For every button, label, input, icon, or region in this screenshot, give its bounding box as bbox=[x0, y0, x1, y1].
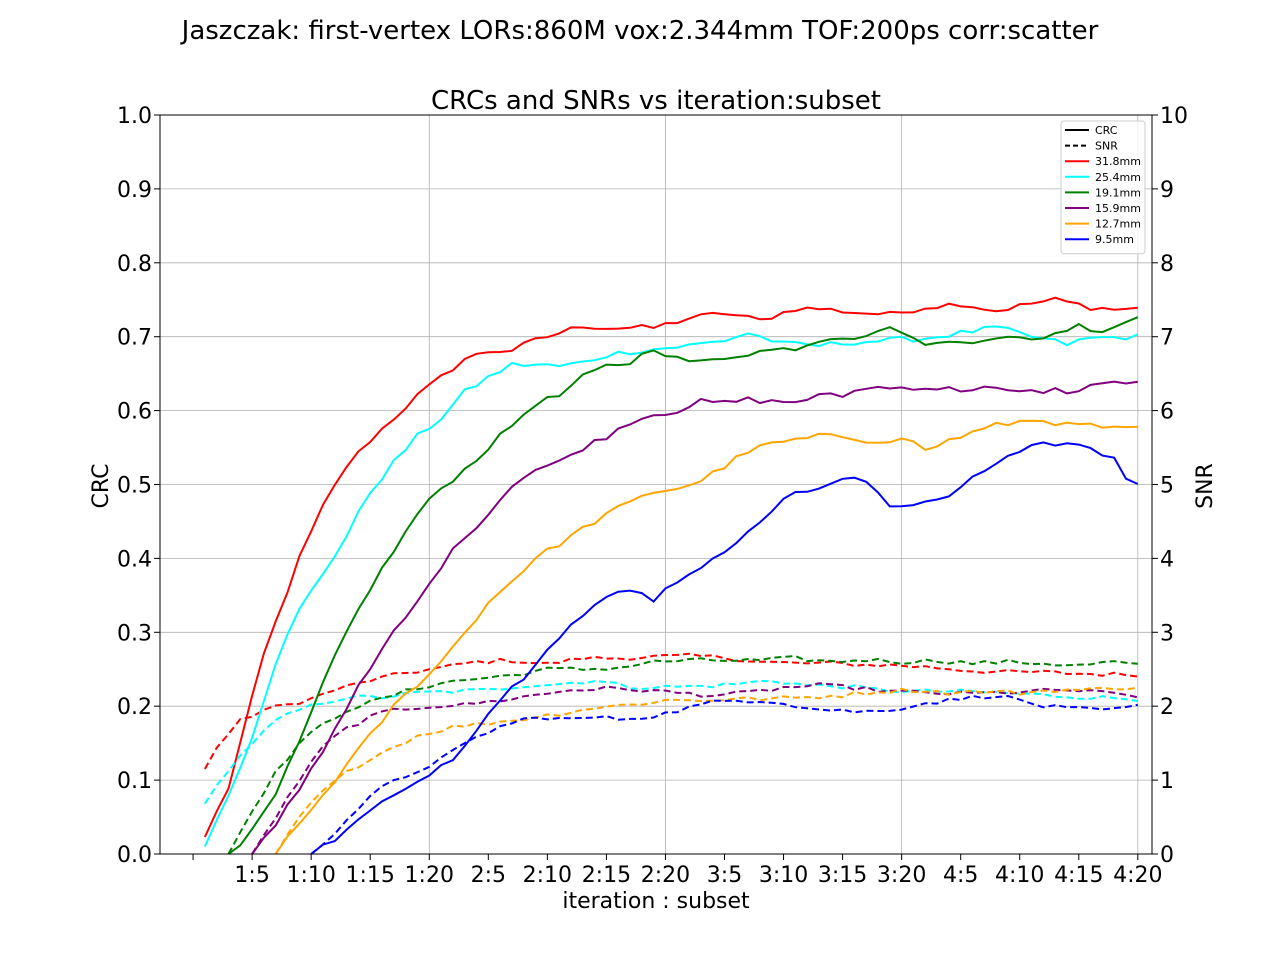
crc-line bbox=[203, 296, 1138, 838]
legend-label: 15.9mm bbox=[1095, 202, 1141, 215]
snr-line bbox=[310, 694, 1138, 855]
x-tick-label: 1:10 bbox=[286, 863, 335, 888]
snr-line bbox=[251, 682, 1139, 855]
legend-label: 31.8mm bbox=[1095, 155, 1141, 168]
snr-line bbox=[227, 655, 1138, 855]
x-tick-label: 3:15 bbox=[818, 863, 867, 888]
y-left-tick-label: 0.6 bbox=[117, 400, 152, 425]
crc-line bbox=[310, 441, 1139, 855]
x-tick-label: 2:10 bbox=[523, 863, 572, 888]
y-left-tick-label: 0.7 bbox=[117, 326, 152, 351]
x-tick-label: 4:10 bbox=[995, 863, 1044, 888]
x-tick-label: 4:20 bbox=[1113, 863, 1162, 888]
y-right-tick-label: 8 bbox=[1160, 252, 1174, 277]
y-left-tick-label: 0.2 bbox=[117, 695, 152, 720]
y-right-tick-label: 0 bbox=[1160, 843, 1174, 868]
x-tick-label: 4:15 bbox=[1054, 863, 1103, 888]
crc-line bbox=[203, 325, 1139, 848]
plot-area: 0.0 0.1 0.2 0.3 0.4 0.5 0.6 0.7 0.8 0.9 1.0 0 1 2 3 4 5 6… bbox=[117, 104, 1188, 888]
y-left-tick-label: 0.9 bbox=[117, 178, 152, 203]
y-axis-right-label: SNR bbox=[1193, 463, 1218, 509]
x-tick-label: 1:20 bbox=[405, 863, 454, 888]
crc-line bbox=[251, 380, 1138, 855]
legend-box bbox=[1060, 120, 1146, 255]
legend-label: 19.1mm bbox=[1095, 186, 1141, 199]
x-tick-label: 2:20 bbox=[641, 863, 690, 888]
y-left-tick-label: 0.3 bbox=[117, 621, 152, 646]
y-right-tick-label: 4 bbox=[1160, 547, 1174, 572]
y-right-tick-label: 10 bbox=[1160, 104, 1188, 129]
legend-label: 12.7mm bbox=[1095, 218, 1141, 231]
x-tick-label: 3:5 bbox=[707, 863, 742, 888]
y-right-tick-label: 1 bbox=[1160, 769, 1174, 794]
x-tick-label: 2:15 bbox=[582, 863, 631, 888]
x-tick-label: 1:15 bbox=[346, 863, 395, 888]
chart-title: CRCs and SNRs vs iteration:subset bbox=[431, 86, 881, 116]
x-tick-label: 4:5 bbox=[943, 863, 978, 888]
x-tick-label: 1:5 bbox=[234, 863, 269, 888]
y-right-tick-label: 5 bbox=[1160, 474, 1174, 499]
y-left-tick-label: 0.4 bbox=[117, 547, 152, 572]
x-axis-label: iteration : subset bbox=[562, 889, 750, 914]
legend-label: CRC bbox=[1095, 124, 1118, 137]
y-left-tick-label: 1.0 bbox=[117, 104, 152, 129]
crc-line bbox=[227, 316, 1139, 855]
crc-line bbox=[274, 419, 1138, 855]
snr-line bbox=[204, 679, 1138, 805]
snr-line bbox=[274, 686, 1138, 855]
chart-suptitle: Jaszczak: first-vertex LORs:860M vox:2.3… bbox=[180, 16, 1099, 46]
y-left-tick-label: 0.8 bbox=[117, 252, 152, 277]
x-tick-label: 3:10 bbox=[759, 863, 808, 888]
y-right-tick-label: 3 bbox=[1160, 621, 1174, 646]
legend-label: SNR bbox=[1095, 140, 1118, 153]
y-right-tick-label: 7 bbox=[1160, 326, 1174, 351]
y-left-tick-label: 0.1 bbox=[117, 769, 152, 794]
legend-label: 9.5mm bbox=[1095, 233, 1134, 246]
y-right-tick-label: 6 bbox=[1160, 400, 1174, 425]
y-left-tick-label: 0.0 bbox=[117, 843, 152, 868]
y-left-tick-label: 0.5 bbox=[117, 474, 152, 499]
y-axis-left-label: CRC bbox=[89, 464, 114, 509]
x-tick-label: 2:5 bbox=[471, 863, 506, 888]
legend-label: 25.4mm bbox=[1095, 171, 1141, 184]
y-right-tick-label: 2 bbox=[1160, 695, 1174, 720]
x-tick-label: 3:20 bbox=[877, 863, 926, 888]
y-right-tick-label: 9 bbox=[1160, 178, 1174, 203]
